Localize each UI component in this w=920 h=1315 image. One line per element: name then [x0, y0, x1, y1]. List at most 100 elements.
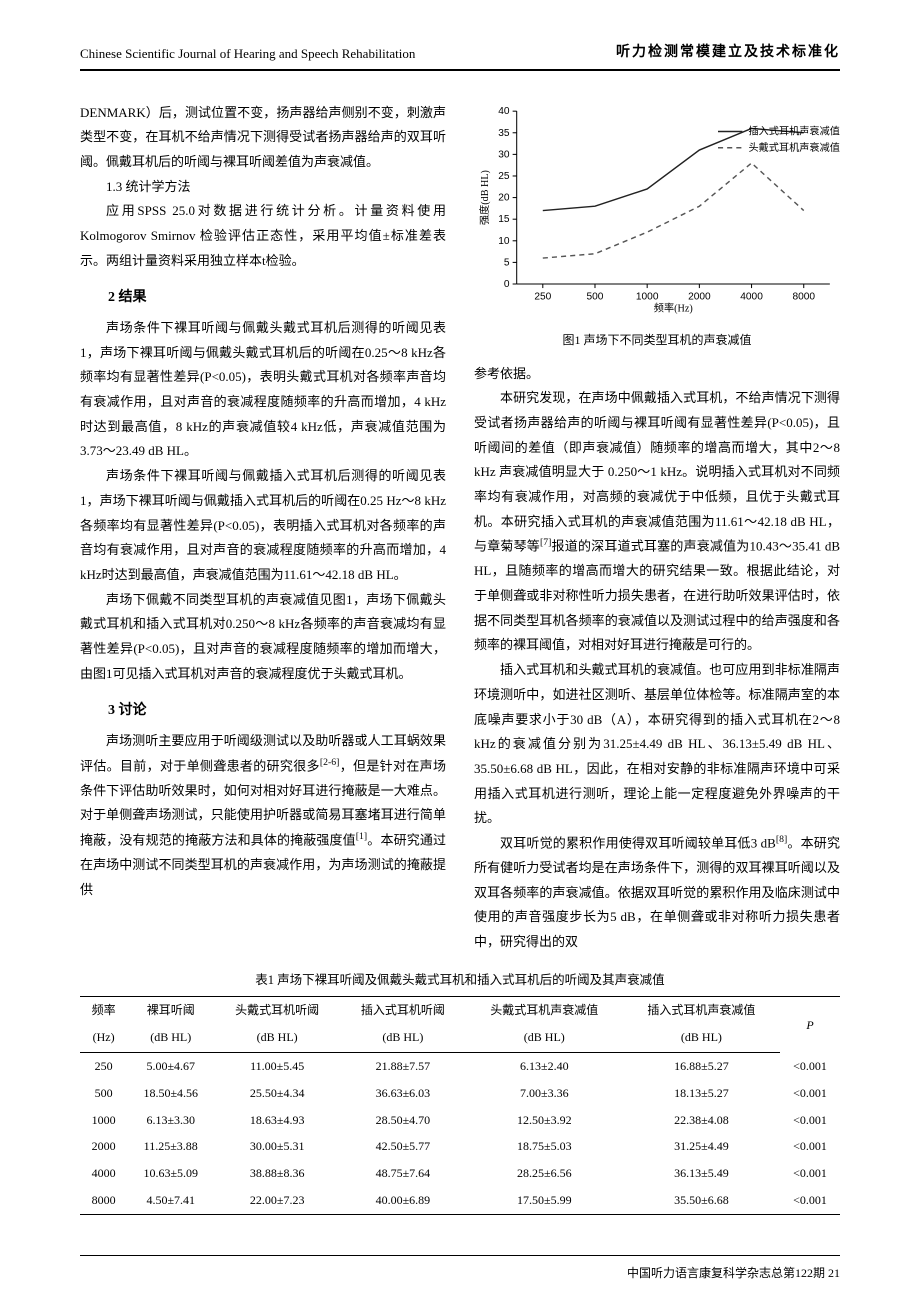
table-cell: 28.50±4.70: [340, 1107, 466, 1134]
para-continuation: 参考依据。: [474, 362, 840, 387]
table-header-cell: P: [780, 997, 840, 1053]
table-cell: <0.001: [780, 1053, 840, 1080]
table-cell: 30.00±5.31: [214, 1133, 340, 1160]
table-cell: 22.38±4.08: [623, 1107, 780, 1134]
table-row: 400010.63±5.0938.88±8.3648.75±7.6428.25±…: [80, 1160, 840, 1187]
table-cell: 25.50±4.34: [214, 1080, 340, 1107]
para: 声场条件下裸耳听阈与佩戴头戴式耳机后测得的听阈见表1，声场下裸耳听阈与佩戴头戴式…: [80, 316, 446, 464]
page-footer: 中国听力语言康复科学杂志总第122期 21: [80, 1255, 840, 1285]
table-cell: 42.50±5.77: [340, 1133, 466, 1160]
svg-text:30: 30: [498, 149, 510, 160]
table-cell: 11.25±3.88: [127, 1133, 214, 1160]
table-header-cell: 头戴式耳机声衰减值: [466, 997, 623, 1024]
table-cell: 22.00±7.23: [214, 1187, 340, 1214]
content-columns: DENMARK）后，测试位置不变，扬声器给声侧别不变，刺激声类型不变，在耳机不给…: [80, 101, 840, 955]
table-cell: 5.00±4.67: [127, 1053, 214, 1080]
para: 声场测听主要应用于听阈级测试以及助听器或人工耳蜗效果评估。目前，对于单侧聋患者的…: [80, 729, 446, 902]
text-run: 。本研究所有健听力受试者均是在声场条件下，测得的双耳裸耳听阈以及双耳各频率的声衰…: [474, 835, 840, 949]
text-run: 本研究发现，在声场中佩戴插入式耳机，不给声情况下测得受试者扬声器给声的听阈与裸耳…: [474, 390, 840, 553]
section-tag: 听力检测常模建立及技术标准化: [616, 40, 840, 67]
table-header-cell: 头戴式耳机听阈: [214, 997, 340, 1024]
table-cell: 28.25±6.56: [466, 1160, 623, 1187]
svg-text:5: 5: [504, 257, 510, 268]
svg-text:35: 35: [498, 127, 510, 138]
para: 声场下佩戴不同类型耳机的声衰减值见图1，声场下佩戴头戴式耳机和插入式耳机对0.2…: [80, 588, 446, 687]
table-cell: 40.00±6.89: [340, 1187, 466, 1214]
table-header-cell: (dB HL): [127, 1024, 214, 1052]
para: 声场条件下裸耳听阈与佩戴插入式耳机后测得的听阈见表1，声场下裸耳听阈与佩戴插入式…: [80, 464, 446, 587]
table-cell: 6.13±3.30: [127, 1107, 214, 1134]
table-cell: 6.13±2.40: [466, 1053, 623, 1080]
table-head: 频率裸耳听阈头戴式耳机听阈插入式耳机听阈头戴式耳机声衰减值插入式耳机声衰减值P(…: [80, 997, 840, 1053]
table-cell: 1000: [80, 1107, 127, 1134]
table-header-cell: 插入式耳机听阈: [340, 997, 466, 1024]
svg-text:强度(dB HL): 强度(dB HL): [478, 170, 491, 225]
table-header-cell: (dB HL): [623, 1024, 780, 1052]
figure-1: 05101520253035402505001000200040008000频率…: [474, 101, 840, 323]
text-run: 双耳听觉的累积作用使得双耳听阈较单耳低3 dB: [500, 835, 776, 850]
subheading-1-3: 1.3 统计学方法: [80, 175, 446, 200]
svg-text:250: 250: [534, 291, 551, 302]
chart-svg: 05101520253035402505001000200040008000频率…: [474, 101, 840, 315]
citation-sup: [8]: [776, 834, 787, 845]
table-cell: 4000: [80, 1160, 127, 1187]
svg-text:1000: 1000: [636, 291, 659, 302]
table-cell: 21.88±7.57: [340, 1053, 466, 1080]
para: 插入式耳机和头戴式耳机的衰减值。也可应用到非标准隔声环境测听中，如进社区测听、基…: [474, 658, 840, 831]
table-cell: 18.50±4.56: [127, 1080, 214, 1107]
para: DENMARK）后，测试位置不变，扬声器给声侧别不变，刺激声类型不变，在耳机不给…: [80, 101, 446, 175]
svg-text:500: 500: [587, 291, 604, 302]
table-header-cell: 裸耳听阈: [127, 997, 214, 1024]
left-column: DENMARK）后，测试位置不变，扬声器给声侧别不变，刺激声类型不变，在耳机不给…: [80, 101, 446, 955]
journal-name-en: Chinese Scientific Journal of Hearing an…: [80, 42, 415, 67]
table-cell: 36.63±6.03: [340, 1080, 466, 1107]
table-cell: 18.13±5.27: [623, 1080, 780, 1107]
para: 双耳听觉的累积作用使得双耳听阈较单耳低3 dB[8]。本研究所有健听力受试者均是…: [474, 831, 840, 955]
table-cell: 11.00±5.45: [214, 1053, 340, 1080]
svg-text:插入式耳机声衰减值: 插入式耳机声衰减值: [749, 124, 840, 137]
table-cell: 500: [80, 1080, 127, 1107]
table-header-cell: (dB HL): [466, 1024, 623, 1052]
table-cell: 35.50±6.68: [623, 1187, 780, 1214]
svg-text:10: 10: [498, 235, 510, 246]
table-cell: 12.50±3.92: [466, 1107, 623, 1134]
para: 本研究发现，在声场中佩戴插入式耳机，不给声情况下测得受试者扬声器给声的听阈与裸耳…: [474, 386, 840, 658]
table-1: 表1 声场下裸耳听阈及佩戴头戴式耳机和插入式耳机后的听阈及其声衰减值 频率裸耳听…: [80, 969, 840, 1215]
citation-sup: [2-6]: [320, 757, 340, 768]
svg-text:15: 15: [498, 214, 510, 225]
table-cell: 2000: [80, 1133, 127, 1160]
figure-1-caption: 图1 声场下不同类型耳机的声衰减值: [474, 329, 840, 352]
table-cell: 4.50±7.41: [127, 1187, 214, 1214]
table-header-cell: (dB HL): [340, 1024, 466, 1052]
table-cell: 250: [80, 1053, 127, 1080]
table-1-caption: 表1 声场下裸耳听阈及佩戴头戴式耳机和插入式耳机后的听阈及其声衰减值: [80, 969, 840, 993]
svg-text:头戴式耳机声衰减值: 头戴式耳机声衰减值: [749, 140, 840, 153]
table-row: 80004.50±7.4122.00±7.2340.00±6.8917.50±5…: [80, 1187, 840, 1214]
heading-discussion: 3 讨论: [80, 698, 446, 725]
table-cell: 36.13±5.49: [623, 1160, 780, 1187]
table-header-cell: 插入式耳机声衰减值: [623, 997, 780, 1024]
text-run: 报道的深耳道式耳塞的声衰减值为10.43～35.41 dB HL，且随频率的增高…: [474, 539, 840, 653]
table-body: 2505.00±4.6711.00±5.4521.88±7.576.13±2.4…: [80, 1053, 840, 1215]
table-cell: 8000: [80, 1187, 127, 1214]
table-row: 200011.25±3.8830.00±5.3142.50±5.7718.75±…: [80, 1133, 840, 1160]
svg-text:25: 25: [498, 171, 510, 182]
table-cell: 38.88±8.36: [214, 1160, 340, 1187]
table-header-cell: (Hz): [80, 1024, 127, 1052]
svg-text:8000: 8000: [792, 291, 815, 302]
table-cell: 17.50±5.99: [466, 1187, 623, 1214]
table-cell: 7.00±3.36: [466, 1080, 623, 1107]
table-row: 10006.13±3.3018.63±4.9328.50±4.7012.50±3…: [80, 1107, 840, 1134]
right-column: 05101520253035402505001000200040008000频率…: [474, 101, 840, 955]
table-cell: <0.001: [780, 1160, 840, 1187]
page-header: Chinese Scientific Journal of Hearing an…: [80, 40, 840, 71]
svg-text:频率(Hz): 频率(Hz): [654, 301, 693, 314]
table-cell: 18.75±5.03: [466, 1133, 623, 1160]
citation-sup: [7]: [540, 537, 551, 548]
citation-sup: [1]: [356, 831, 367, 842]
data-table: 频率裸耳听阈头戴式耳机听阈插入式耳机听阈头戴式耳机声衰减值插入式耳机声衰减值P(…: [80, 996, 840, 1214]
svg-text:2000: 2000: [688, 291, 711, 302]
table-header-cell: (dB HL): [214, 1024, 340, 1052]
table-row: 2505.00±4.6711.00±5.4521.88±7.576.13±2.4…: [80, 1053, 840, 1080]
table-cell: <0.001: [780, 1107, 840, 1134]
